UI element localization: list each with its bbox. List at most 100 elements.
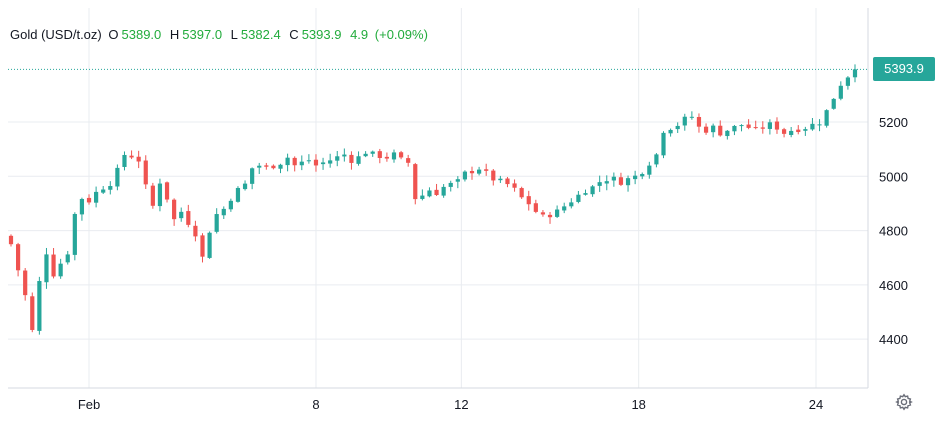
candle-body	[186, 211, 191, 225]
candle-body	[810, 123, 815, 130]
candle-body	[51, 254, 56, 277]
candle-body	[455, 179, 460, 182]
candle-body	[477, 169, 482, 174]
candle-body	[207, 232, 212, 258]
x-tick-label: 12	[454, 397, 468, 412]
candle-body	[618, 177, 624, 185]
candle-body	[774, 121, 780, 130]
candle-body	[427, 190, 432, 197]
candle-body	[590, 186, 595, 195]
x-tick-label: 18	[631, 397, 645, 412]
candle-body	[732, 125, 737, 132]
candle-body	[72, 213, 77, 255]
candle-body	[79, 198, 85, 215]
candle-body	[122, 154, 127, 167]
candle-body	[640, 174, 645, 177]
candle-body	[108, 186, 113, 190]
candle-body	[257, 165, 262, 168]
candle-body	[101, 189, 106, 193]
candle-body	[739, 125, 744, 127]
y-tick-label: 4400	[879, 332, 908, 347]
candle-body	[15, 244, 21, 271]
candle-body	[65, 254, 70, 263]
change-percent: (+0.09%)	[374, 27, 428, 42]
symbol-label: Gold (USD/t.oz)	[10, 27, 102, 42]
candle-body	[136, 156, 141, 162]
high-value: 5397.0	[182, 27, 223, 42]
candle-body	[377, 151, 382, 158]
candle-body	[398, 152, 404, 158]
low-value: 5382.4	[240, 27, 281, 42]
candle-body	[562, 206, 567, 211]
candle-body	[58, 263, 63, 277]
candle-body	[505, 178, 510, 185]
candle-body	[228, 200, 233, 210]
y-tick-label: 5000	[879, 169, 908, 184]
candle-body	[313, 159, 319, 166]
candle-body	[647, 165, 652, 175]
candle-body	[306, 160, 311, 162]
candle-body	[781, 129, 787, 134]
low-label: L	[230, 27, 238, 42]
candle-body	[434, 189, 439, 195]
candle-body	[413, 164, 418, 200]
candle-body	[661, 132, 666, 156]
candle-body	[285, 157, 290, 166]
candles	[8, 64, 858, 335]
candle-body	[221, 208, 226, 216]
candle-body	[37, 281, 42, 331]
candle-body	[264, 165, 269, 167]
close-value: 5393.9	[301, 27, 342, 42]
candle-body	[824, 110, 829, 126]
open-value: 5389.0	[121, 27, 162, 42]
candle-body	[604, 181, 609, 184]
close-label: C	[289, 27, 299, 42]
candle-body	[448, 182, 453, 187]
candle-body	[682, 116, 687, 126]
candle-body	[576, 194, 581, 202]
candle-body	[115, 167, 120, 187]
candle-body	[292, 157, 297, 166]
candle-body	[498, 178, 503, 181]
candle-body	[44, 254, 49, 283]
gear-icon	[895, 393, 913, 411]
change-value: 4.9	[350, 27, 369, 42]
candle-body	[349, 154, 354, 163]
candle-body	[540, 212, 546, 215]
candle-body	[817, 124, 822, 126]
candle-body	[271, 165, 276, 169]
candle-body	[611, 176, 616, 181]
candle-body	[406, 158, 411, 163]
x-axis: Feb8121824Mar	[78, 397, 823, 412]
y-axis: 4400 4600 4800 5000 5200	[879, 115, 908, 347]
open-label: O	[108, 27, 119, 42]
candle-body	[299, 161, 304, 166]
candle-body	[753, 127, 758, 129]
candle-body	[250, 168, 255, 184]
candle-body	[320, 162, 326, 165]
candle-body	[675, 125, 680, 130]
candle-body	[796, 129, 801, 133]
candle-body	[172, 199, 177, 220]
candle-body	[512, 183, 517, 188]
candle-body	[384, 156, 389, 159]
candle-body	[569, 202, 574, 207]
settings-button[interactable]	[895, 393, 913, 411]
candle-body	[689, 116, 694, 118]
candle-body	[718, 125, 723, 136]
y-tick-label: 5200	[879, 115, 908, 130]
candle-body	[533, 203, 538, 212]
high-label: H	[169, 27, 180, 42]
candle-body	[129, 155, 134, 158]
candle-body	[179, 211, 184, 219]
candle-body	[23, 270, 28, 296]
grid	[8, 8, 869, 389]
candle-body	[625, 178, 631, 186]
candle-body	[278, 164, 283, 169]
candle-body	[242, 183, 248, 190]
candle-body	[94, 191, 99, 203]
candle-body	[725, 130, 730, 137]
candle-body	[328, 160, 333, 164]
candle-body	[214, 214, 219, 232]
